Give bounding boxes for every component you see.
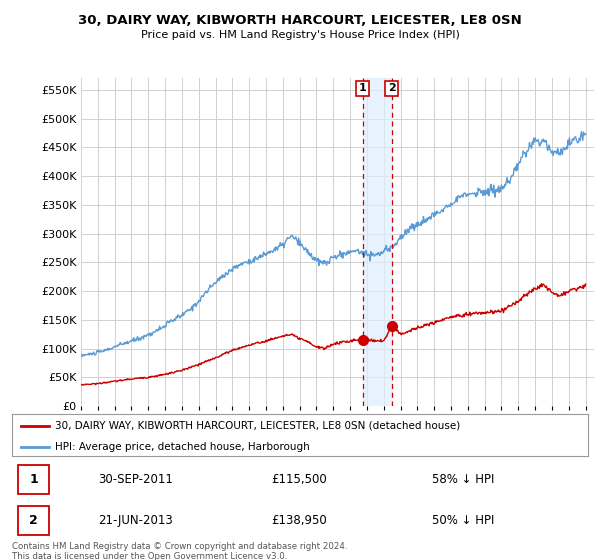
FancyBboxPatch shape bbox=[18, 506, 49, 535]
Text: Price paid vs. HM Land Registry's House Price Index (HPI): Price paid vs. HM Land Registry's House … bbox=[140, 30, 460, 40]
Text: 21-JUN-2013: 21-JUN-2013 bbox=[98, 514, 173, 527]
Bar bbox=[363, 78, 392, 406]
Text: 1: 1 bbox=[29, 473, 38, 486]
Text: Contains HM Land Registry data © Crown copyright and database right 2024.
This d: Contains HM Land Registry data © Crown c… bbox=[12, 542, 347, 560]
Text: 50% ↓ HPI: 50% ↓ HPI bbox=[433, 514, 495, 527]
Text: 58% ↓ HPI: 58% ↓ HPI bbox=[433, 473, 495, 486]
Text: 30-SEP-2011: 30-SEP-2011 bbox=[98, 473, 173, 486]
Text: £115,500: £115,500 bbox=[271, 473, 327, 486]
Text: 30, DAIRY WAY, KIBWORTH HARCOURT, LEICESTER, LE8 0SN (detached house): 30, DAIRY WAY, KIBWORTH HARCOURT, LEICES… bbox=[55, 421, 460, 431]
Text: 2: 2 bbox=[388, 83, 395, 94]
Text: 1: 1 bbox=[359, 83, 367, 94]
FancyBboxPatch shape bbox=[18, 465, 49, 494]
Text: HPI: Average price, detached house, Harborough: HPI: Average price, detached house, Harb… bbox=[55, 442, 310, 452]
Text: £138,950: £138,950 bbox=[271, 514, 327, 527]
Text: 2: 2 bbox=[29, 514, 38, 527]
Text: 30, DAIRY WAY, KIBWORTH HARCOURT, LEICESTER, LE8 0SN: 30, DAIRY WAY, KIBWORTH HARCOURT, LEICES… bbox=[78, 14, 522, 27]
